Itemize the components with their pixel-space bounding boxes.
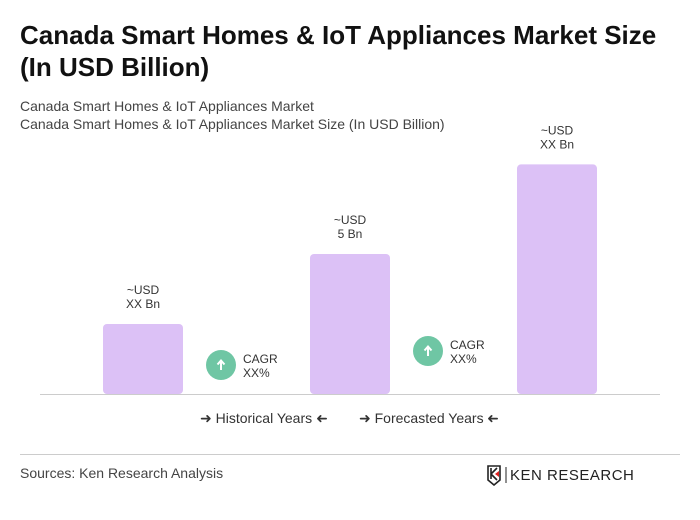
source-text: Sources: Ken Research Analysis xyxy=(20,465,224,481)
legend-forecasted: ➜ Forecasted Years ➜ xyxy=(359,410,500,426)
bar xyxy=(517,164,597,394)
data-label: ~USD xyxy=(334,213,367,227)
cagr-label: CAGR xyxy=(243,352,278,366)
svg-text:KEN RESEARCH: KEN RESEARCH xyxy=(510,467,634,484)
legend-forecasted-label: Forecasted Years xyxy=(374,410,484,426)
chart-subtitle-2: Canada Smart Homes & IoT Appliances Mark… xyxy=(20,116,445,132)
data-label: 5 Bn xyxy=(338,227,363,241)
cagr-label: CAGR xyxy=(450,338,485,352)
divider xyxy=(20,454,680,455)
chart-subtitle: Canada Smart Homes & IoT Appliances Mark… xyxy=(20,98,314,114)
bar xyxy=(310,254,390,394)
cagr-value: XX% xyxy=(450,352,477,366)
data-label: ~USD xyxy=(127,283,160,297)
ken-research-logo: KEN RESEARCH xyxy=(486,464,656,491)
legend-historical-label: Historical Years xyxy=(215,410,313,426)
bar xyxy=(103,324,183,394)
legend-historical: ➜ Historical Years ➜ xyxy=(200,410,328,426)
chart-title: Canada Smart Homes & IoT Appliances Mark… xyxy=(20,20,657,82)
data-label: XX Bn xyxy=(540,137,574,151)
data-label: ~USD xyxy=(541,123,574,137)
cagr-value: XX% xyxy=(243,366,270,380)
data-label: XX Bn xyxy=(126,297,160,311)
